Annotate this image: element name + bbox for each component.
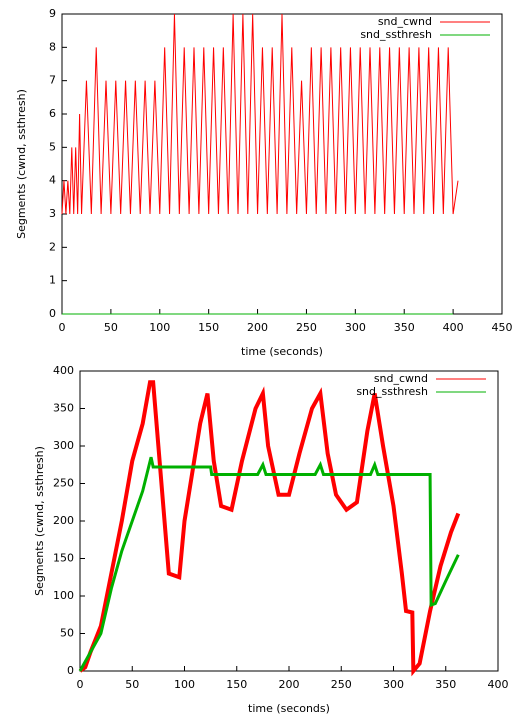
x-tick-label: 250 xyxy=(331,678,352,691)
x-tick-label: 100 xyxy=(174,678,195,691)
x-tick-label: 0 xyxy=(59,321,66,334)
y-tick-label: 250 xyxy=(53,477,74,490)
y-tick-label: 4 xyxy=(49,174,56,187)
x-tick-label: 50 xyxy=(104,321,118,334)
x-axis-label: time (seconds) xyxy=(248,702,330,715)
y-tick-label: 50 xyxy=(60,627,74,640)
series-line xyxy=(61,13,459,215)
y-tick-label: 0 xyxy=(49,307,56,320)
x-tick-label: 300 xyxy=(345,321,366,334)
x-tick-label: 50 xyxy=(125,678,139,691)
y-tick-label: 7 xyxy=(49,74,56,87)
x-axis-label: time (seconds) xyxy=(241,345,323,358)
x-tick-label: 350 xyxy=(435,678,456,691)
y-tick-label: 5 xyxy=(49,140,56,153)
y-tick-label: 150 xyxy=(53,552,74,565)
x-tick-label: 250 xyxy=(296,321,317,334)
series-line xyxy=(78,380,461,677)
y-tick-label: 9 xyxy=(49,7,56,20)
x-tick-label: 150 xyxy=(198,321,219,334)
x-tick-label: 450 xyxy=(492,321,513,334)
legend-label: snd_cwnd xyxy=(374,372,428,385)
x-tick-label: 150 xyxy=(226,678,247,691)
y-tick-label: 0 xyxy=(67,664,74,677)
y-tick-label: 1 xyxy=(49,274,56,287)
x-tick-label: 200 xyxy=(279,678,300,691)
x-tick-label: 300 xyxy=(383,678,404,691)
y-tick-label: 100 xyxy=(53,589,74,602)
x-tick-label: 400 xyxy=(488,678,509,691)
x-tick-label: 200 xyxy=(247,321,268,334)
legend-label: snd_ssthresh xyxy=(356,385,428,398)
y-tick-label: 6 xyxy=(49,107,56,120)
x-tick-label: 0 xyxy=(77,678,84,691)
y-tick-label: 200 xyxy=(53,514,74,527)
plot-frame xyxy=(61,13,503,315)
y-tick-label: 350 xyxy=(53,402,74,415)
series-line xyxy=(78,456,460,672)
x-tick-label: 100 xyxy=(149,321,170,334)
y-tick-label: 3 xyxy=(49,207,56,220)
x-tick-label: 400 xyxy=(443,321,464,334)
legend-label: snd_ssthresh xyxy=(360,28,432,41)
y-tick-label: 8 xyxy=(49,40,56,53)
legend-label: snd_cwnd xyxy=(378,15,432,28)
y-axis-label: Segments (cwnd, ssthresh) xyxy=(33,446,46,596)
y-tick-label: 2 xyxy=(49,240,56,253)
x-tick-label: 350 xyxy=(394,321,415,334)
y-axis-label: Segments (cwnd, ssthresh) xyxy=(15,89,28,239)
y-tick-label: 400 xyxy=(53,364,74,377)
y-tick-label: 300 xyxy=(53,439,74,452)
